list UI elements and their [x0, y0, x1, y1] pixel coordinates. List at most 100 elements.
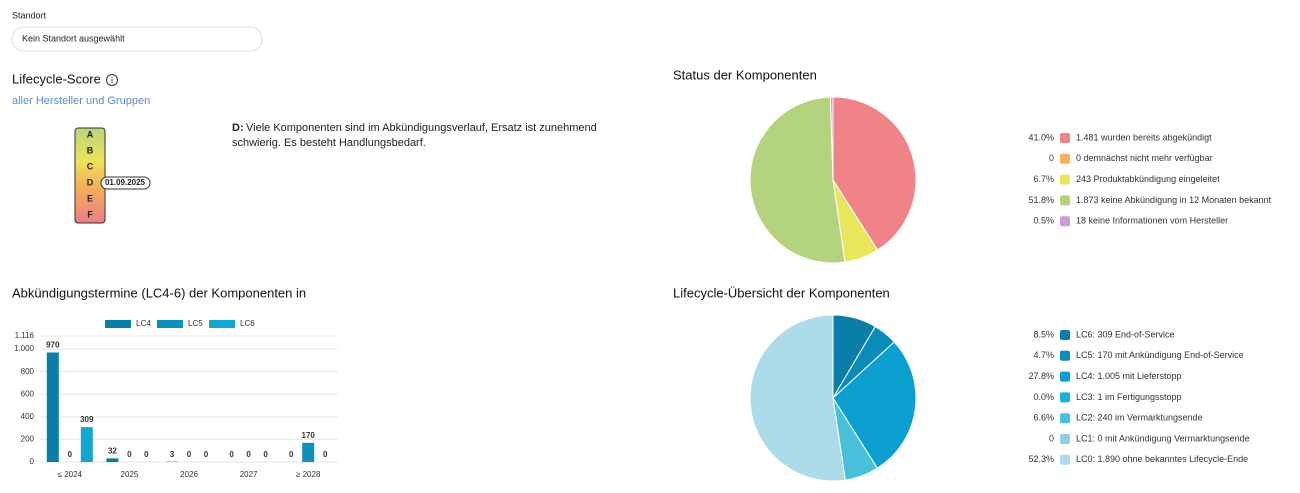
value-label: 309 [80, 415, 94, 424]
x-tick-label: 2025 [121, 470, 139, 479]
legend-swatch [1060, 153, 1070, 164]
value-label: 0 [263, 450, 268, 459]
value-label: 32 [108, 446, 117, 455]
score-title: Lifecycle-Score [12, 71, 101, 86]
bar [80, 427, 93, 462]
score-marker [100, 176, 151, 190]
legend-label: 0 demnächst nicht mehr verfügbar [1076, 153, 1213, 163]
legend-swatch [1060, 413, 1070, 424]
y-tick-label: 200 [21, 435, 35, 444]
grade-letter: D [87, 177, 94, 187]
pie-slice [829, 96, 834, 181]
legend-swatch [1060, 330, 1070, 340]
value-label: 970 [46, 341, 60, 350]
bar [106, 458, 119, 462]
legend-label: LC4 [136, 319, 151, 328]
legend-label: 243 Produktabkündigung eingeleitet [1076, 174, 1220, 184]
grade-letter: A [87, 129, 94, 139]
x-tick-label: ≤ 2024 [58, 470, 83, 479]
legend-swatch [157, 320, 183, 328]
y-tick-label: 1.116 [15, 331, 35, 340]
legend-swatch [1060, 195, 1070, 206]
legend-value: 8.5% [1033, 329, 1054, 339]
legend-label: LC6: 309 End-of-Service [1076, 329, 1175, 339]
y-tick-label: 0 [30, 457, 35, 466]
legend-value: 0.0% [1033, 392, 1054, 402]
legend-label: LC6 [240, 319, 255, 328]
legend-label: LC4: 1.005 mit Lieferstopp [1076, 371, 1182, 381]
value-label: 0 [127, 450, 132, 459]
legend-label: 1.481 wurden bereits abgekündigt [1076, 132, 1212, 142]
value-label: 0 [289, 450, 294, 459]
legend-swatch [1060, 174, 1070, 185]
y-tick-label: 400 [21, 412, 35, 421]
legend-label: LC5 [188, 319, 203, 328]
grade-letter: C [87, 161, 94, 171]
score-scale [74, 127, 106, 224]
grade-letter: E [87, 193, 93, 203]
desc-line: schwierig. Es besteht Handlungsbedarf. [232, 137, 426, 149]
legend-value: 6.6% [1033, 413, 1054, 423]
legend-label: LC3: 1 im Fertigungsstopp [1076, 392, 1182, 402]
legend-swatch [1060, 216, 1070, 227]
info-icon[interactable] [106, 74, 118, 86]
value-label: 0 [204, 450, 209, 459]
location-value[interactable]: Kein Standort ausgewählt [22, 33, 125, 43]
bar [302, 442, 315, 462]
desc-line: Viele Komponenten sind im Abkündigungsve… [246, 122, 597, 134]
value-label: 0 [144, 450, 149, 459]
desc-grade: D: [232, 122, 244, 134]
legend-swatch [105, 320, 131, 328]
legend-swatch [1060, 434, 1070, 444]
legend-label: LC5: 170 mit Ankündigung End-of-Service [1076, 350, 1244, 360]
legend-swatch [1060, 392, 1070, 403]
legend-label: 1.873 keine Abkündigung in 12 Monaten be… [1076, 195, 1272, 205]
value-label: 3 [170, 450, 175, 459]
grade-letter: B [87, 145, 94, 155]
legend-value: 52.3% [1028, 454, 1054, 464]
legend-value: 27.8% [1028, 371, 1054, 381]
chart-title: Lifecycle-Übersicht der Komponenten [673, 285, 890, 300]
value-label: 0 [323, 450, 328, 459]
legend-value: 0 [1049, 153, 1054, 163]
legend-value: 51.8% [1028, 195, 1054, 205]
legend-swatch [1060, 133, 1070, 143]
y-tick-label: 1.000 [14, 344, 35, 353]
legend-swatch [1060, 350, 1070, 361]
value-label: 0 [187, 450, 192, 459]
filter-label: Standort [12, 10, 47, 20]
legend-value: 0 [1049, 433, 1054, 443]
pie-slice [832, 341, 917, 469]
x-tick-label: ≥ 2028 [296, 470, 321, 479]
legend-value: 4.7% [1033, 350, 1054, 360]
legend-swatch [1060, 454, 1070, 465]
pie-slice [749, 96, 846, 264]
location-select[interactable] [11, 26, 263, 52]
value-label: 0 [229, 450, 234, 459]
score-date: 01.09.2025 [105, 178, 146, 187]
value-label: 170 [302, 431, 316, 440]
chart-title: Abkündigungstermine (LC4-6) der Komponen… [12, 285, 306, 300]
score-subtitle[interactable]: aller Hersteller und Gruppen [12, 95, 150, 107]
chart-title: Status der Komponenten [673, 67, 817, 82]
legend-label: LC2: 240 im Vermarktungsende [1076, 413, 1203, 423]
y-tick-label: 800 [21, 367, 35, 376]
value-label: 0 [246, 450, 251, 459]
legend-label: 18 keine Informationen vom Hersteller [1076, 216, 1228, 226]
legend-value: 0.5% [1033, 216, 1054, 226]
x-tick-label: 2026 [180, 470, 198, 479]
y-tick-label: 600 [21, 389, 35, 398]
legend-value: 6.7% [1033, 174, 1054, 184]
value-label: 0 [68, 450, 73, 459]
legend-swatch [1060, 371, 1070, 382]
legend-label: LC0: 1.890 ohne bekanntes Lifecycle-Ende [1076, 454, 1248, 464]
legend-value: 41.0% [1028, 132, 1054, 142]
score-description: D: Viele Komponenten sind im Abkündigung… [232, 122, 597, 149]
grade-letter: F [87, 209, 93, 219]
info-i: i [111, 76, 113, 85]
legend-label: LC1: 0 mit Ankündigung Vermarktungsende [1076, 433, 1250, 443]
bar [46, 352, 59, 462]
pie-slice [749, 314, 846, 482]
legend-swatch [209, 320, 235, 328]
